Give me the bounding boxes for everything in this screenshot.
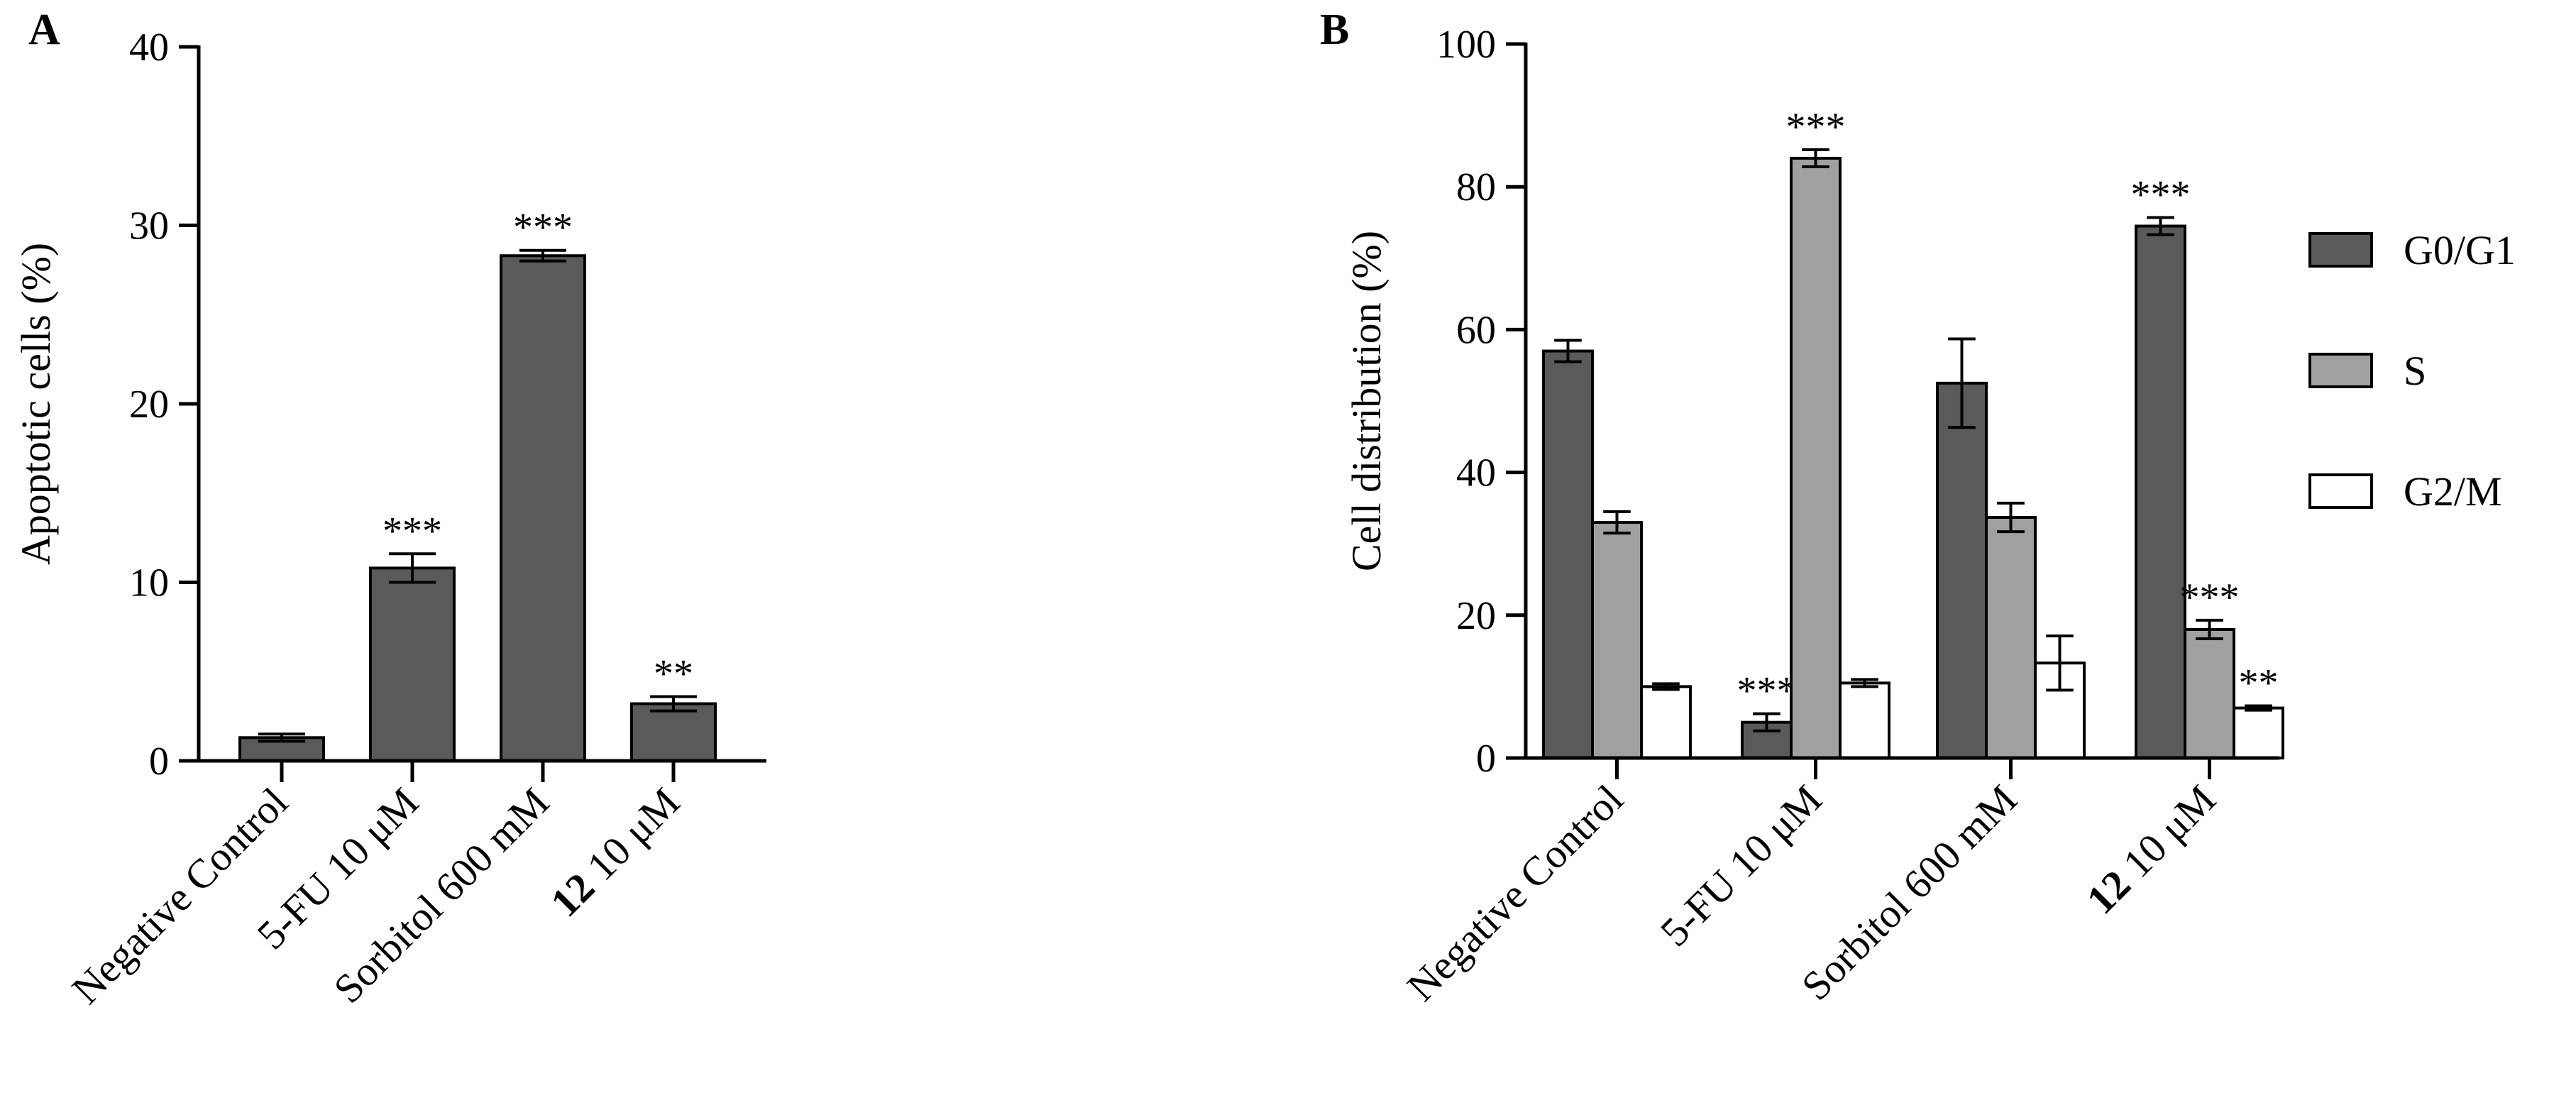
y-tick-label: 20 <box>129 383 169 427</box>
bar-G0/G1-3 <box>2135 224 2186 759</box>
bar-G0/G1-0 <box>1542 349 1594 759</box>
bar-Apoptotic cells-1 <box>369 566 456 762</box>
bar-S-2 <box>1985 515 2037 760</box>
bar-G2/M-3 <box>2233 706 2284 760</box>
y-tick-label: 60 <box>1456 308 1496 352</box>
x-tick-label-text: Negative Control <box>1398 776 1632 1010</box>
legend-label-G0/G1: G0/G1 <box>2404 227 2516 273</box>
legend-label-G2/M: G2/M <box>2404 468 2502 515</box>
x-tick-label: 12 10 μM <box>2078 776 2225 923</box>
bar-Apoptotic cells-3 <box>630 702 717 763</box>
bar-G2/M-1 <box>1839 681 1890 759</box>
panel-label: A <box>28 6 60 54</box>
y-tick-label: 40 <box>129 26 169 70</box>
legend-label-S: S <box>2404 348 2426 394</box>
x-tick-label: Negative Control <box>1398 776 1632 1010</box>
x-tick-label-text: 5-FU 10 μM <box>1651 776 1831 955</box>
significance-marker: *** <box>2180 576 2240 620</box>
bar-S-3 <box>2184 627 2235 759</box>
significance-marker: *** <box>513 206 573 250</box>
legend-swatch-G0/G1 <box>2308 232 2373 268</box>
significance-marker: *** <box>382 509 442 553</box>
significance-marker: *** <box>1786 105 1846 149</box>
significance-marker: ** <box>2239 661 2279 705</box>
y-axis-label: Cell distribution (%) <box>1343 231 1389 571</box>
y-axis-label: Apoptotic cells (%) <box>13 243 59 565</box>
x-tick-label-text: Negative Control <box>63 779 297 1013</box>
bar-S-1 <box>1790 156 1842 759</box>
x-tick-label: 12 10 μM <box>541 779 688 925</box>
x-tick-label-text: 10 μM <box>571 779 688 896</box>
y-tick-label: 20 <box>1456 594 1496 638</box>
significance-marker: *** <box>2131 172 2191 216</box>
x-tick-label-text: 10 μM <box>2107 776 2225 894</box>
y-tick-label: 10 <box>129 561 169 605</box>
y-tick-label: 0 <box>149 740 169 784</box>
bar-G2/M-0 <box>1640 685 1692 760</box>
panel-label: B <box>1320 6 1349 54</box>
y-tick-label: 80 <box>1456 165 1496 209</box>
bar-G0/G1-2 <box>1936 381 1988 759</box>
y-tick-label: 40 <box>1456 451 1496 495</box>
y-tick-label: 100 <box>1436 23 1496 67</box>
y-tick-label: 0 <box>1476 737 1496 781</box>
legend-swatch-G2/M <box>2308 473 2373 509</box>
bar-S-0 <box>1591 521 1643 760</box>
bar-Apoptotic cells-2 <box>500 254 586 762</box>
y-tick-label: 30 <box>129 204 169 248</box>
significance-marker: ** <box>654 652 693 696</box>
x-tick-label: 5-FU 10 μM <box>1651 776 1831 955</box>
x-tick-label: Negative Control <box>63 779 297 1013</box>
legend-swatch-S <box>2308 353 2373 388</box>
significance-marker: *** <box>1737 669 1797 713</box>
